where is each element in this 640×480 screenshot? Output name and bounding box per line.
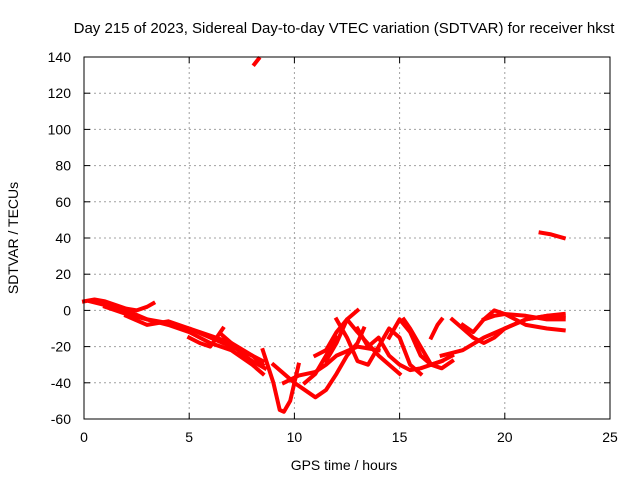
series-line-arc-9 — [281, 344, 381, 386]
series-line-arc-15 — [386, 317, 455, 371]
y-tick-label: -40 — [51, 375, 71, 391]
series-line-arc-8 — [270, 325, 367, 400]
series-line-arc-13 — [333, 316, 424, 377]
series-line-arc-22 — [251, 55, 262, 68]
x-tick-label: 15 — [392, 429, 408, 445]
x-tick-label: 5 — [185, 429, 193, 445]
series-layer — [81, 55, 567, 414]
x-axis-title: GPS time / hours — [291, 457, 398, 473]
y-tick-label: -20 — [51, 339, 71, 355]
series-line-arc-10 — [302, 334, 340, 386]
y-tick-label: 60 — [55, 194, 71, 210]
y-tick-label: 40 — [55, 230, 71, 246]
y-tick-label: 80 — [55, 158, 71, 174]
y-tick-label: -60 — [51, 411, 71, 427]
y-tick-label: 0 — [63, 302, 71, 318]
y-tick-label: 120 — [48, 85, 72, 101]
series-line-arc-4 — [123, 313, 266, 364]
y-tick-label: 100 — [48, 121, 72, 137]
x-tick-label: 20 — [497, 429, 513, 445]
y-axis-title: SDTVAR / TECUs — [5, 182, 21, 294]
series-line-arc-21 — [481, 312, 566, 322]
series-line-arc-23 — [538, 230, 567, 241]
series-line-arc-14 — [354, 325, 445, 373]
x-tick-label: 0 — [80, 429, 88, 445]
series-line-arc-16 — [401, 316, 455, 367]
series-line-arc-1 — [81, 297, 157, 313]
y-tick-label: 140 — [48, 49, 72, 65]
x-tick-label: 25 — [602, 429, 618, 445]
chart-title: Day 215 of 2023, Sidereal Day-to-day VTE… — [74, 20, 616, 37]
tick-layer: 0 5 10 15 20 25 -60 -40 -20 0 20 40 60 80 100 120 140 — [48, 49, 618, 445]
series-line-arc-6 — [217, 331, 268, 372]
series-line-arc-2 — [87, 298, 266, 377]
grid-layer — [84, 57, 610, 419]
series-line-arc-17 — [428, 316, 445, 341]
y-tick-label: 20 — [55, 266, 71, 282]
x-tick-label: 10 — [287, 429, 303, 445]
